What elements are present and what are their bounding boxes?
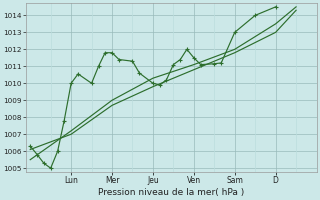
X-axis label: Pression niveau de la mer( hPa ): Pression niveau de la mer( hPa ) <box>98 188 244 197</box>
